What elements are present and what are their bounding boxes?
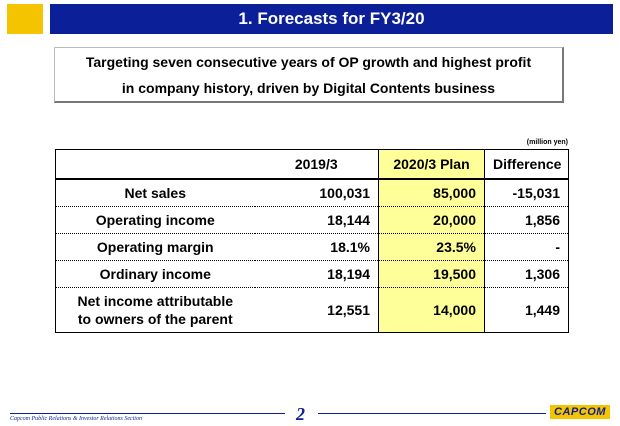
slide-title-bar: 1. Forecasts for FY3/20: [50, 4, 613, 34]
table-row: Net sales 100,031 85,000 -15,031: [55, 179, 569, 207]
row-label: Operating income: [55, 206, 255, 234]
header-cell-plan: 2020/3 Plan: [378, 149, 485, 180]
cell-difference: -15,031: [484, 179, 569, 207]
cell-2019: 100,031: [254, 179, 379, 207]
cell-difference: 1,856: [484, 206, 569, 234]
table-header-row: 2019/3 2020/3 Plan Difference: [55, 149, 569, 180]
table-row: Ordinary income 18,194 19,500 1,306: [55, 260, 569, 288]
capcom-logo: CAPCOM: [550, 405, 610, 419]
header-accent-square: [7, 4, 43, 34]
row-label-line-2: to owners of the parent: [77, 311, 233, 327]
row-label: Operating margin: [55, 233, 255, 261]
cell-difference: -: [484, 233, 569, 261]
cell-difference: 1,449: [484, 287, 569, 333]
cell-plan: 85,000: [378, 179, 485, 207]
row-label-line-1: Net income attributable: [77, 293, 234, 309]
slide-title: 1. Forecasts for FY3/20: [238, 9, 425, 28]
cell-plan: 20,000: [378, 206, 485, 234]
subtitle-box: Targeting seven consecutive years of OP …: [54, 47, 564, 103]
table-row: Net income attributable to owners of the…: [56, 287, 569, 333]
row-label: Net income attributable to owners of the…: [56, 288, 255, 333]
cell-2019: 18,144: [254, 206, 379, 234]
cell-2019: 18.1%: [254, 233, 379, 261]
units-label: (million yen): [526, 139, 568, 146]
footer-divider-left: [10, 413, 285, 414]
footer-section-text: Capcom Public Relations & Investor Relat…: [10, 416, 142, 422]
cell-2019: 18,194: [254, 260, 379, 288]
table-row: Operating income 18,144 20,000 1,856: [55, 206, 569, 234]
page-number: 2: [296, 404, 305, 424]
header-cell-difference: Difference: [484, 149, 569, 180]
forecast-table: 2019/3 2020/3 Plan Difference Net sales …: [55, 149, 569, 333]
subtitle-line-2: in company history, driven by Digital Co…: [121, 79, 496, 96]
table-row: Operating margin 18.1% 23.5% -: [55, 233, 569, 261]
cell-2019: 12,551: [327, 302, 370, 318]
cell-plan: 19,500: [378, 260, 485, 288]
header-cell-blank: [55, 149, 255, 180]
header-cell-2019: 2019/3: [254, 149, 379, 180]
cell-plan: 14,000: [378, 287, 485, 333]
cell-difference: 1,306: [484, 260, 569, 288]
subtitle-line-1: Targeting seven consecutive years of OP …: [85, 53, 532, 70]
row-label: Ordinary income: [55, 260, 255, 288]
row-label: Net sales: [55, 179, 255, 207]
cell-plan: 23.5%: [378, 233, 485, 261]
footer-divider-right: [318, 413, 546, 414]
